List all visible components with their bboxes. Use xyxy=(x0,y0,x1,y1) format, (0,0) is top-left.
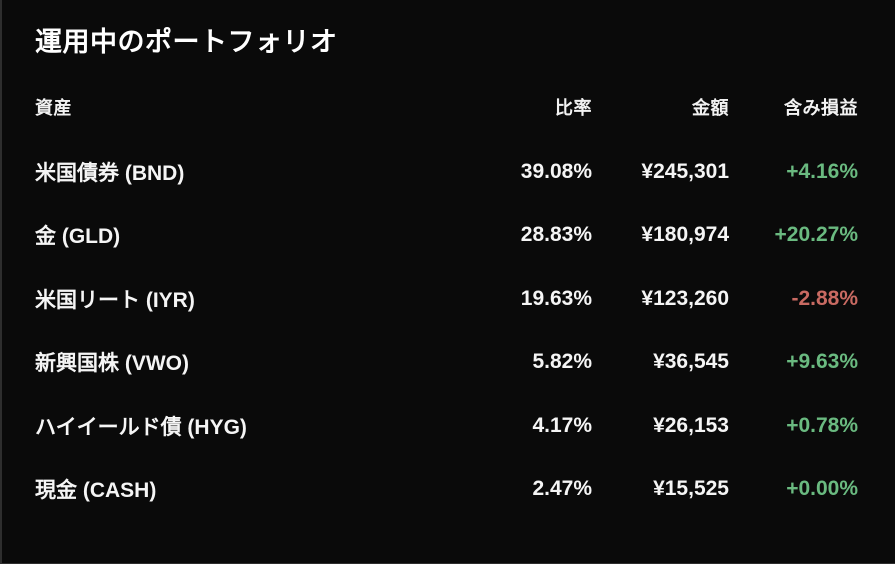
asset-pl: +9.63% xyxy=(786,350,858,374)
column-header-amount: 金額 xyxy=(692,98,729,118)
column-header-ratio: 比率 xyxy=(555,98,592,118)
asset-name: ハイイールド債 (HYG) xyxy=(35,415,247,439)
asset-pl: +0.78% xyxy=(786,413,858,437)
asset-amount: ¥36,545 xyxy=(653,350,729,374)
column-header-asset: 資産 xyxy=(35,98,72,118)
asset-name: 現金 (CASH) xyxy=(35,479,157,503)
asset-ratio: 19.63% xyxy=(520,286,592,310)
table-row: 米国債券 (BND) 39.08% ¥245,301 +4.16% xyxy=(35,140,858,204)
asset-pl: +4.16% xyxy=(786,159,858,183)
asset-name: 米国リート (IYR) xyxy=(35,288,195,312)
asset-pl: +0.00% xyxy=(786,477,858,501)
table-row: ハイイールド債 (HYG) 4.17% ¥26,153 +0.78% xyxy=(35,394,858,458)
asset-name: 新興国株 (VWO) xyxy=(35,352,189,376)
asset-ratio: 2.47% xyxy=(532,477,592,501)
asset-amount: ¥180,974 xyxy=(641,223,729,247)
asset-name: 米国債券 (BND) xyxy=(35,161,185,185)
asset-ratio: 39.08% xyxy=(520,159,592,183)
table-row: 米国リート (IYR) 19.63% ¥123,260 -2.88% xyxy=(35,267,858,331)
asset-pl: -2.88% xyxy=(791,286,858,310)
table-row: 現金 (CASH) 2.47% ¥15,525 +0.00% xyxy=(35,458,858,522)
asset-pl: +20.27% xyxy=(774,223,859,247)
asset-amount: ¥26,153 xyxy=(653,413,729,437)
asset-amount: ¥15,525 xyxy=(653,477,729,501)
asset-name: 金 (GLD) xyxy=(35,225,121,249)
page-title: 運用中のポートフォリオ xyxy=(35,27,338,57)
asset-ratio: 28.83% xyxy=(520,223,592,247)
table-row: 新興国株 (VWO) 5.82% ¥36,545 +9.63% xyxy=(35,331,858,395)
asset-amount: ¥123,260 xyxy=(641,286,729,310)
table-body: 米国債券 (BND) 39.08% ¥245,301 +4.16% 金 (GLD… xyxy=(35,140,859,522)
asset-ratio: 4.17% xyxy=(532,413,592,437)
asset-ratio: 5.82% xyxy=(532,350,592,374)
table-row: 金 (GLD) 28.83% ¥180,974 +20.27% xyxy=(35,204,859,268)
table-header-row: 資産 比率 金額 含み損益 xyxy=(35,94,858,120)
column-header-pl: 含み損益 xyxy=(784,98,858,118)
asset-amount: ¥245,301 xyxy=(641,159,729,183)
